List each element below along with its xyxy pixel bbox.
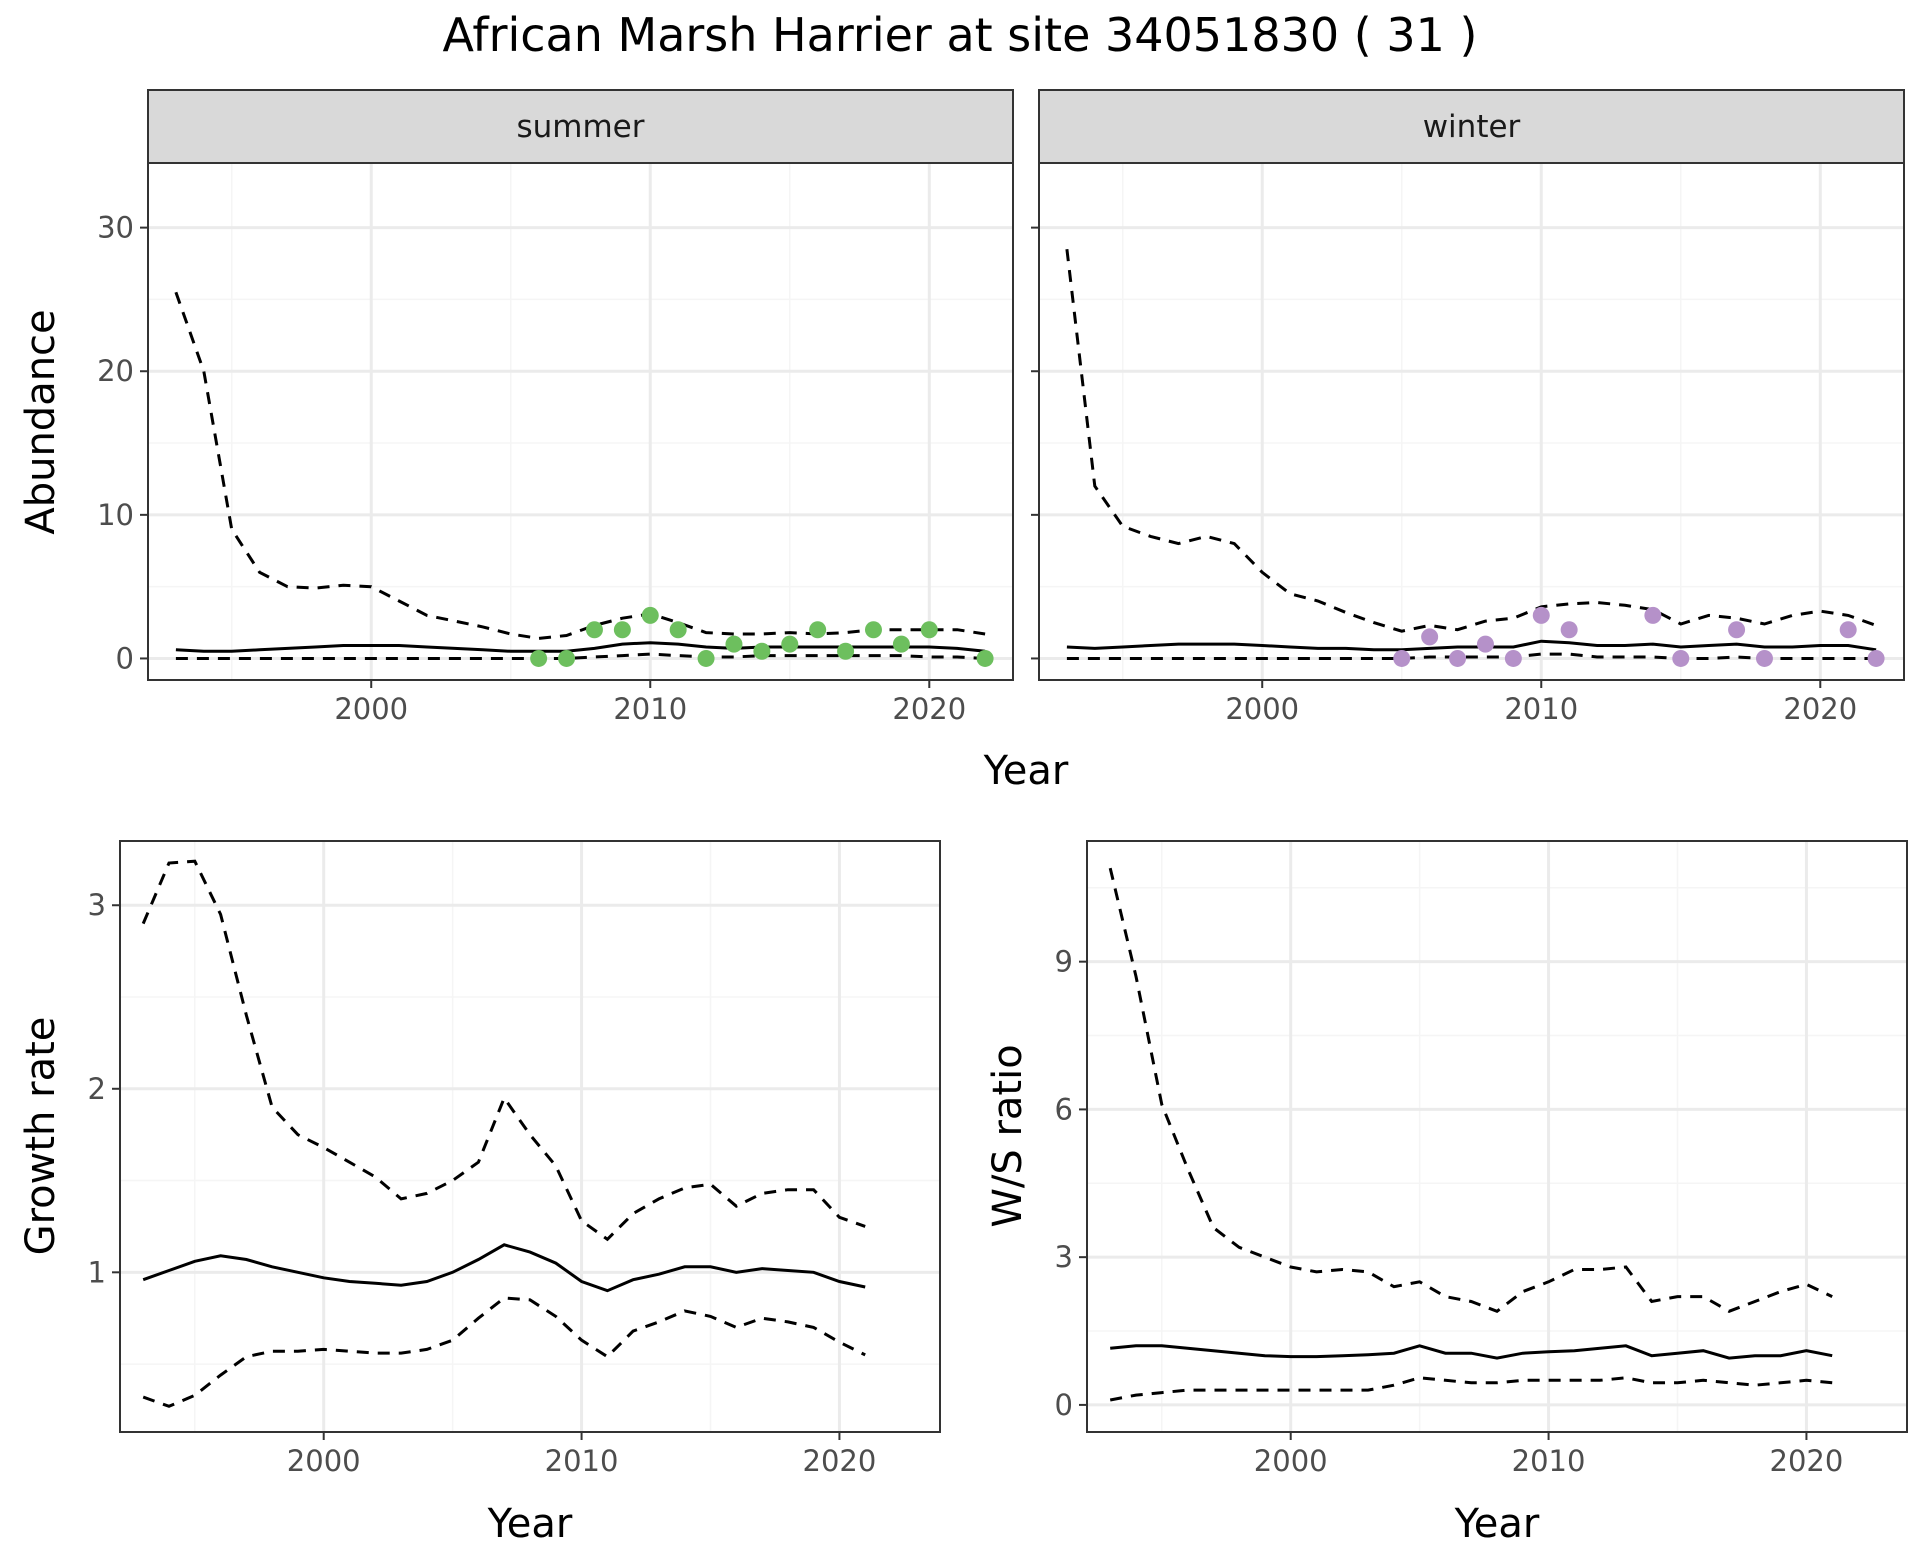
upper-bound-line xyxy=(1108,867,1833,1313)
x-tick-label: 2020 xyxy=(892,692,966,726)
mean-line xyxy=(1066,639,1877,652)
mean-line xyxy=(142,1243,866,1293)
panel-border xyxy=(147,162,1014,681)
x-tick-label: 2000 xyxy=(1225,692,1299,726)
x-tick-label: 2010 xyxy=(1504,692,1578,726)
data-point xyxy=(1728,621,1746,639)
data-point xyxy=(1867,649,1885,667)
data-point xyxy=(1504,649,1522,667)
data-point xyxy=(1560,621,1578,639)
y-tick-label: 9 xyxy=(1055,945,1073,979)
mean-line xyxy=(1110,1344,1833,1360)
y-tick-label: 6 xyxy=(1055,1092,1073,1126)
panel-border xyxy=(119,840,941,1433)
x-tick-label: 2000 xyxy=(287,1444,361,1478)
data-point xyxy=(892,635,910,653)
data-point xyxy=(1644,606,1662,624)
facet-strip-label: summer xyxy=(516,109,644,145)
upper-bound-line xyxy=(174,291,986,640)
y-tick-label: 3 xyxy=(88,888,106,922)
x-axis-label: Year xyxy=(1454,1501,1540,1547)
data-point xyxy=(530,649,548,667)
x-tick-label: 2000 xyxy=(1254,1444,1328,1478)
data-point xyxy=(558,649,576,667)
data-point xyxy=(837,642,855,660)
data-point xyxy=(585,621,603,639)
x-tick-label: 2020 xyxy=(1783,692,1857,726)
data-point xyxy=(1449,649,1467,667)
data-point xyxy=(864,621,882,639)
data-point xyxy=(920,621,938,639)
data-point xyxy=(1393,649,1411,667)
x-tick-label: 2010 xyxy=(613,692,687,726)
y-tick-label: 30 xyxy=(97,211,134,245)
x-tick-label: 2020 xyxy=(1770,1444,1844,1478)
data-point xyxy=(1476,635,1494,653)
x-tick-label: 2010 xyxy=(1512,1444,1586,1478)
data-point xyxy=(1532,606,1550,624)
panel-border xyxy=(1086,840,1908,1433)
data-point xyxy=(725,635,743,653)
y-axis-label: W/S ratio xyxy=(985,1044,1031,1227)
y-axis-label: Abundance xyxy=(18,309,64,534)
y-tick-label: 0 xyxy=(116,641,134,675)
lower-bound-line xyxy=(1109,1376,1833,1402)
y-axis-label: Growth rate xyxy=(18,1017,64,1256)
data-point xyxy=(669,621,687,639)
data-point xyxy=(1755,649,1773,667)
y-tick-label: 10 xyxy=(97,498,134,532)
x-tick-label: 2010 xyxy=(545,1444,619,1478)
y-tick-label: 1 xyxy=(88,1255,106,1289)
data-point xyxy=(809,621,827,639)
data-point xyxy=(1421,628,1439,646)
chart-title: African Marsh Harrier at site 34051830 (… xyxy=(442,8,1478,62)
y-tick-label: 3 xyxy=(1055,1240,1073,1274)
upper-bound-line xyxy=(141,859,866,1242)
x-axis-label: Year xyxy=(487,1501,573,1547)
facet-strip xyxy=(147,89,1014,164)
mean-line xyxy=(175,641,986,653)
lower-bound-line xyxy=(1066,652,1877,660)
lower-bound-line xyxy=(142,1296,866,1408)
x-tick-label: 2000 xyxy=(334,692,408,726)
y-tick-label: 0 xyxy=(1055,1388,1073,1422)
x-axis-label: Year xyxy=(983,748,1069,794)
y-tick-label: 2 xyxy=(88,1072,106,1106)
panel-border xyxy=(1038,162,1905,681)
data-point xyxy=(1672,649,1690,667)
data-point xyxy=(613,621,631,639)
data-point xyxy=(641,606,659,624)
data-point xyxy=(1839,621,1857,639)
data-point xyxy=(753,642,771,660)
x-tick-label: 2020 xyxy=(803,1444,877,1478)
data-point xyxy=(976,649,994,667)
facet-strip-label: winter xyxy=(1423,109,1521,145)
upper-bound-line xyxy=(1065,249,1877,633)
y-tick-label: 20 xyxy=(97,354,134,388)
data-point xyxy=(697,649,715,667)
data-point xyxy=(781,635,799,653)
